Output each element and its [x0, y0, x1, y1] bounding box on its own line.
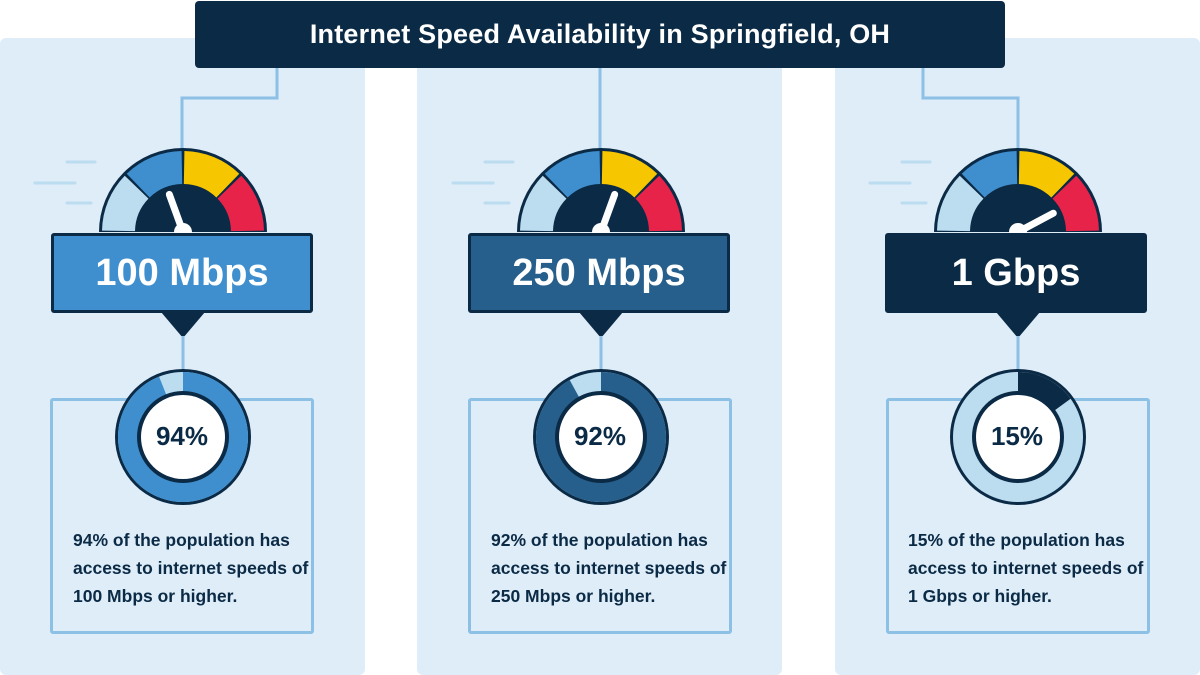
- gauge-segment-blue-1-gbps: [961, 151, 1018, 198]
- donut-arc-1-gbps: [1018, 372, 1071, 412]
- donut-center-1-gbps: [976, 395, 1060, 479]
- gauge-segment-yellow-250-mbps: [601, 151, 658, 198]
- gauge-segment-red-100-mbps: [217, 175, 264, 232]
- donut-center-100-mbps: [141, 395, 225, 479]
- description-1-gbps: 15% of the population has access to inte…: [908, 530, 1144, 606]
- speed-label-100-mbps: 100 Mbps: [51, 233, 313, 313]
- gauge-segment-yellow-1-gbps: [1018, 151, 1075, 198]
- percent-label-100-mbps: 94%: [155, 421, 209, 451]
- gauge-segment-yellow-100-mbps: [183, 151, 240, 198]
- gauge-segment-red-1-gbps: [1052, 175, 1099, 232]
- gauge-face-100-mbps: [136, 185, 230, 232]
- pointer-triangle-1-gbps: [996, 312, 1040, 338]
- percent-label-250-mbps: 92%: [573, 421, 627, 451]
- speed-label-1-gbps: 1 Gbps: [885, 233, 1147, 313]
- description-250-mbps: 92% of the population has access to inte…: [491, 530, 727, 606]
- gauge-needle-1-gbps: [1018, 209, 1057, 234]
- gauge-needle-100-mbps: [165, 190, 186, 232]
- pointer-triangle-250-mbps: [579, 312, 623, 338]
- speed-label-250-mbps: 250 Mbps: [468, 233, 730, 313]
- percent-label-1-gbps: 15%: [990, 421, 1044, 451]
- gauge-segment-light-1-gbps: [937, 175, 984, 232]
- gauge-segment-blue-250-mbps: [544, 151, 601, 198]
- gauge-segment-blue-100-mbps: [126, 151, 183, 198]
- gauge-segment-light-100-mbps: [102, 175, 149, 232]
- gauge-needle-250-mbps: [598, 190, 619, 232]
- gauge-segment-light-250-mbps: [520, 175, 567, 232]
- donut-center-250-mbps: [559, 395, 643, 479]
- chart-title: Internet Speed Availability in Springfie…: [195, 1, 1005, 68]
- gauge-face-250-mbps: [554, 185, 648, 232]
- pointer-triangle-100-mbps: [161, 312, 205, 338]
- description-100-mbps: 94% of the population has access to inte…: [73, 530, 309, 606]
- gauge-segment-red-250-mbps: [635, 175, 682, 232]
